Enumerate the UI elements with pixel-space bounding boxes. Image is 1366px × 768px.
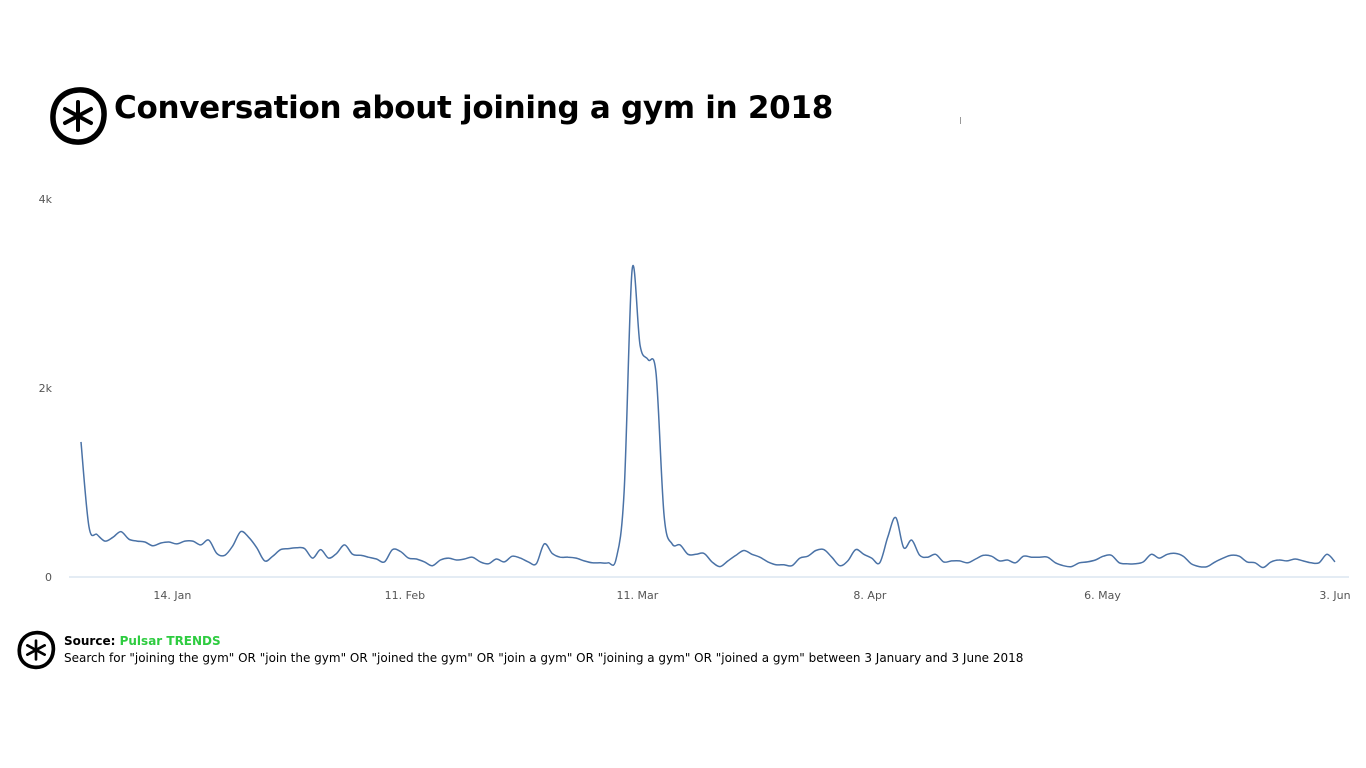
divider-mark: [960, 117, 961, 124]
page-title: Conversation about joining a gym in 2018: [114, 90, 833, 126]
x-tick-label: 6. May: [1084, 589, 1121, 602]
y-tick-label: 2k: [39, 382, 53, 395]
x-axis: 14. Jan 11. Feb 11. Mar 8. Apr 6. May 3. Jun: [69, 576, 1351, 602]
x-tick-label: 8. Apr: [853, 589, 886, 602]
y-tick-label: 0: [45, 571, 52, 584]
y-tick-label: 4k: [39, 193, 53, 206]
query-description: Search for "joining the gym" OR "join th…: [64, 651, 1024, 665]
pulsar-logo-small-icon: [17, 630, 56, 670]
x-tick-label: 11. Mar: [617, 589, 659, 602]
x-tick-label: 11. Feb: [385, 589, 425, 602]
y-axis: 0 2k 4k: [39, 193, 53, 584]
x-tick-label: 3. Jun: [1319, 589, 1350, 602]
source-label: Source:: [64, 634, 116, 648]
x-tick-label: 14. Jan: [153, 589, 191, 602]
series-line: [80, 265, 1336, 569]
source-name: Pulsar TRENDS: [119, 634, 221, 648]
pulsar-logo-icon: [50, 87, 107, 145]
source-line: Source: Pulsar TRENDS: [64, 634, 221, 648]
